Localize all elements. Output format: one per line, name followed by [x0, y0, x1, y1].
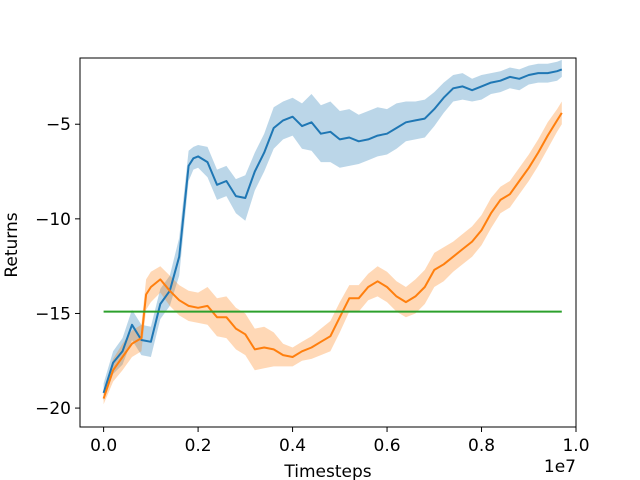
series-1-band [103, 59, 562, 401]
x-tick-label: 0.0 [90, 436, 117, 456]
y-axis-label: Returns [2, 212, 22, 277]
confidence-bands [103, 59, 562, 405]
series-lines [102, 68, 563, 399]
x-tick-label: 0.8 [468, 436, 495, 456]
x-tick-label: 0.4 [279, 436, 306, 456]
x-tick-label: 1.0 [562, 436, 589, 456]
y-tick-label: −15 [35, 304, 71, 324]
series-1-line [102, 68, 563, 394]
y-tick-label: −10 [35, 210, 71, 230]
y-tick-label: −20 [35, 399, 71, 419]
x-tick-label: 0.6 [374, 436, 401, 456]
x-axis-ticks: 0.0 0.2 0.4 0.6 0.8 1.0 [90, 427, 590, 456]
y-tick-label: −5 [46, 115, 71, 135]
series-2-band [103, 101, 562, 405]
x-axis-label: Timesteps [283, 462, 371, 480]
x-axis-multiplier: 1e7 [544, 457, 576, 477]
x-tick-label: 0.2 [185, 436, 212, 456]
plot-frame [79, 57, 577, 428]
y-axis-ticks: −20 −15 −10 −5 [35, 115, 80, 419]
series-2-line [102, 112, 563, 399]
